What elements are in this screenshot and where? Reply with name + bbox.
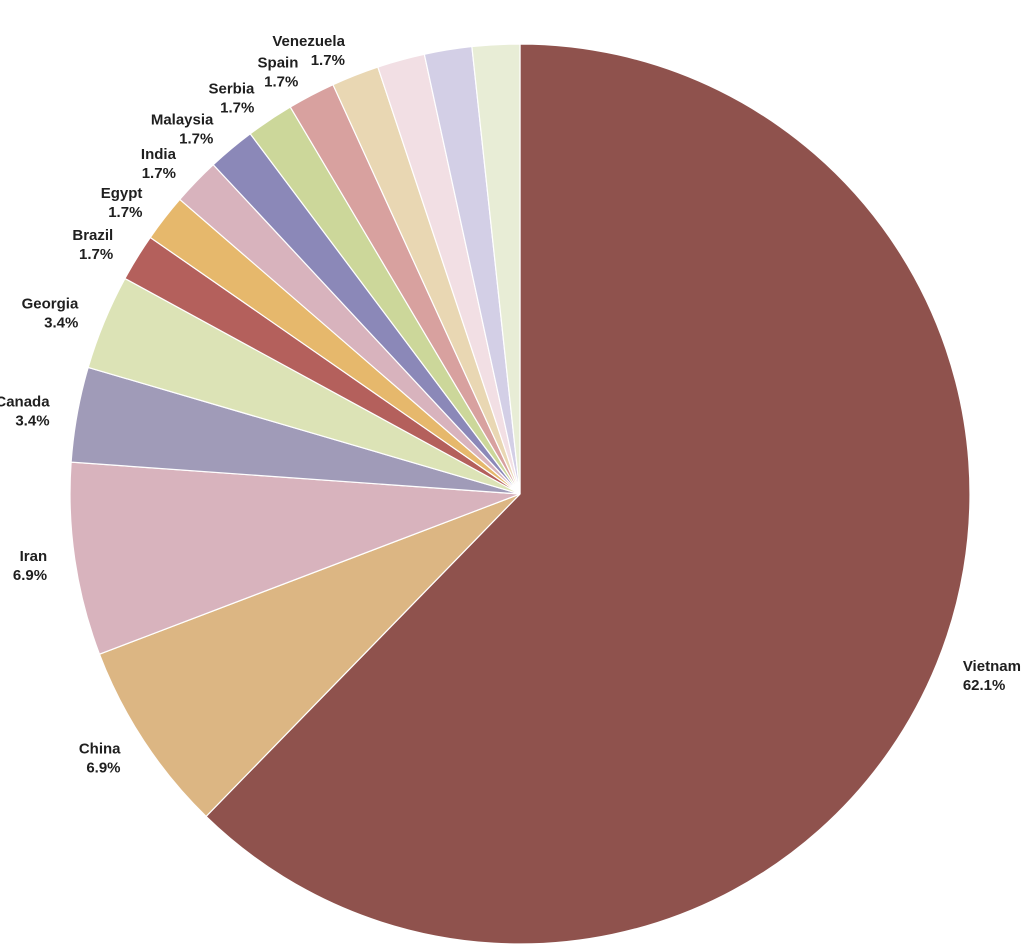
slice-label-percent: 3.4% — [44, 314, 78, 331]
slice-label-serbia: Serbia 1.7% — [208, 81, 255, 117]
slice-label-brazil: Brazil 1.7% — [72, 227, 113, 263]
slice-label-name: Brazil — [72, 227, 113, 244]
slice-label-percent: 62.1% — [963, 677, 1006, 694]
slice-label-name: Vietnam — [963, 658, 1021, 675]
pie-slice-vietnam — [205, 43, 971, 945]
pie-slices — [69, 43, 971, 945]
slice-label-vietnam: Vietnam 62.1% — [963, 658, 1021, 694]
slice-label-percent: 1.7% — [79, 246, 113, 263]
slice-label-egypt: Egypt 1.7% — [101, 185, 143, 221]
slice-label-percent: 1.7% — [311, 52, 345, 69]
slice-label-percent: 1.7% — [179, 130, 213, 147]
slice-label-venezuela: Venezuela 1.7% — [272, 33, 345, 69]
slice-label-name: Canada — [0, 393, 50, 410]
slice-label-malaysia: Malaysia 1.7% — [151, 111, 214, 147]
slice-label-percent: 1.7% — [108, 204, 142, 221]
slice-label-name: Spain — [258, 54, 299, 71]
slice-label-iran: Iran 6.9% — [13, 548, 47, 584]
slice-label-percent: 1.7% — [142, 165, 176, 182]
slice-label-spain: Spain 1.7% — [258, 54, 299, 90]
slice-label-name: Egypt — [101, 185, 143, 202]
slice-label-percent: 6.9% — [86, 760, 120, 777]
slice-label-name: Malaysia — [151, 111, 214, 128]
slice-label-canada: Canada 3.4% — [0, 393, 50, 429]
slice-label-georgia: Georgia 3.4% — [22, 295, 79, 331]
slice-label-percent: 1.7% — [220, 100, 254, 117]
pie-labels: Vietnam 62.1%China 6.9%Iran 6.9%Canada 3.4%G… — [0, 33, 1021, 776]
pie-slice-china — [98, 493, 521, 818]
pie-slice-iran — [69, 461, 521, 655]
slice-label-name: Venezuela — [272, 33, 345, 50]
slice-label-percent: 6.9% — [13, 567, 47, 584]
slice-label-china: China 6.9% — [79, 741, 121, 777]
slice-label-percent: 3.4% — [15, 412, 49, 429]
slice-label-name: China — [79, 741, 121, 758]
pie-slice-unlabeled-14 — [471, 43, 521, 495]
slice-label-percent: 1.7% — [264, 73, 298, 90]
slice-label-name: Georgia — [22, 295, 79, 312]
slice-label-name: India — [141, 146, 177, 163]
slice-label-india: India 1.7% — [141, 146, 177, 182]
slice-label-name: Iran — [20, 548, 48, 565]
slice-label-name: Serbia — [208, 81, 255, 98]
